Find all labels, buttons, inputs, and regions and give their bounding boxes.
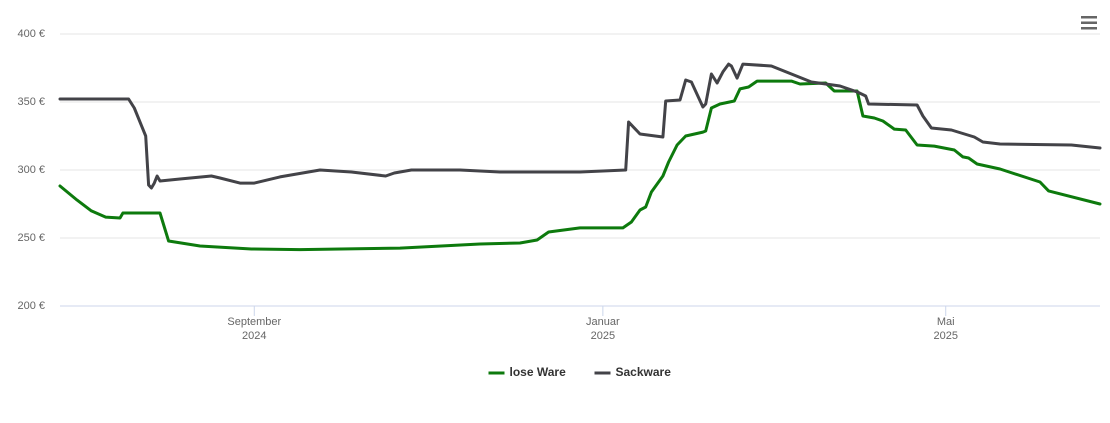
y-tick-label: 200 € <box>17 300 45 312</box>
series-line <box>58 62 1102 190</box>
legend-item[interactable]: lose Ware <box>488 365 567 379</box>
x-tick-label-line: 2024 <box>242 330 266 342</box>
series-line <box>58 79 1102 252</box>
legend-label: lose Ware <box>510 365 567 379</box>
x-tick-label-line: Januar <box>586 316 620 328</box>
menu-bar <box>1081 16 1097 19</box>
x-tick-label-line: Mai <box>937 316 955 328</box>
x-tick-label-line: September <box>227 316 281 328</box>
menu-bar <box>1081 21 1097 24</box>
y-tick-label: 250 € <box>17 232 45 244</box>
menu-bar <box>1081 27 1097 30</box>
legend-item[interactable]: Sackware <box>594 365 672 379</box>
y-tick-label: 350 € <box>17 96 45 108</box>
x-tick-label: September 2024 <box>227 316 281 342</box>
y-tick-label: 400 € <box>17 28 45 40</box>
x-tick-label-line: 2025 <box>591 330 615 342</box>
menu-button[interactable] <box>1080 15 1098 31</box>
y-tick-label: 300 € <box>17 164 45 176</box>
x-tick-label-line: 2025 <box>933 330 957 342</box>
x-tick-label: Januar 2025 <box>586 316 620 342</box>
legend-label: Sackware <box>616 365 672 379</box>
x-tick-label: Mai 2025 <box>933 316 957 342</box>
